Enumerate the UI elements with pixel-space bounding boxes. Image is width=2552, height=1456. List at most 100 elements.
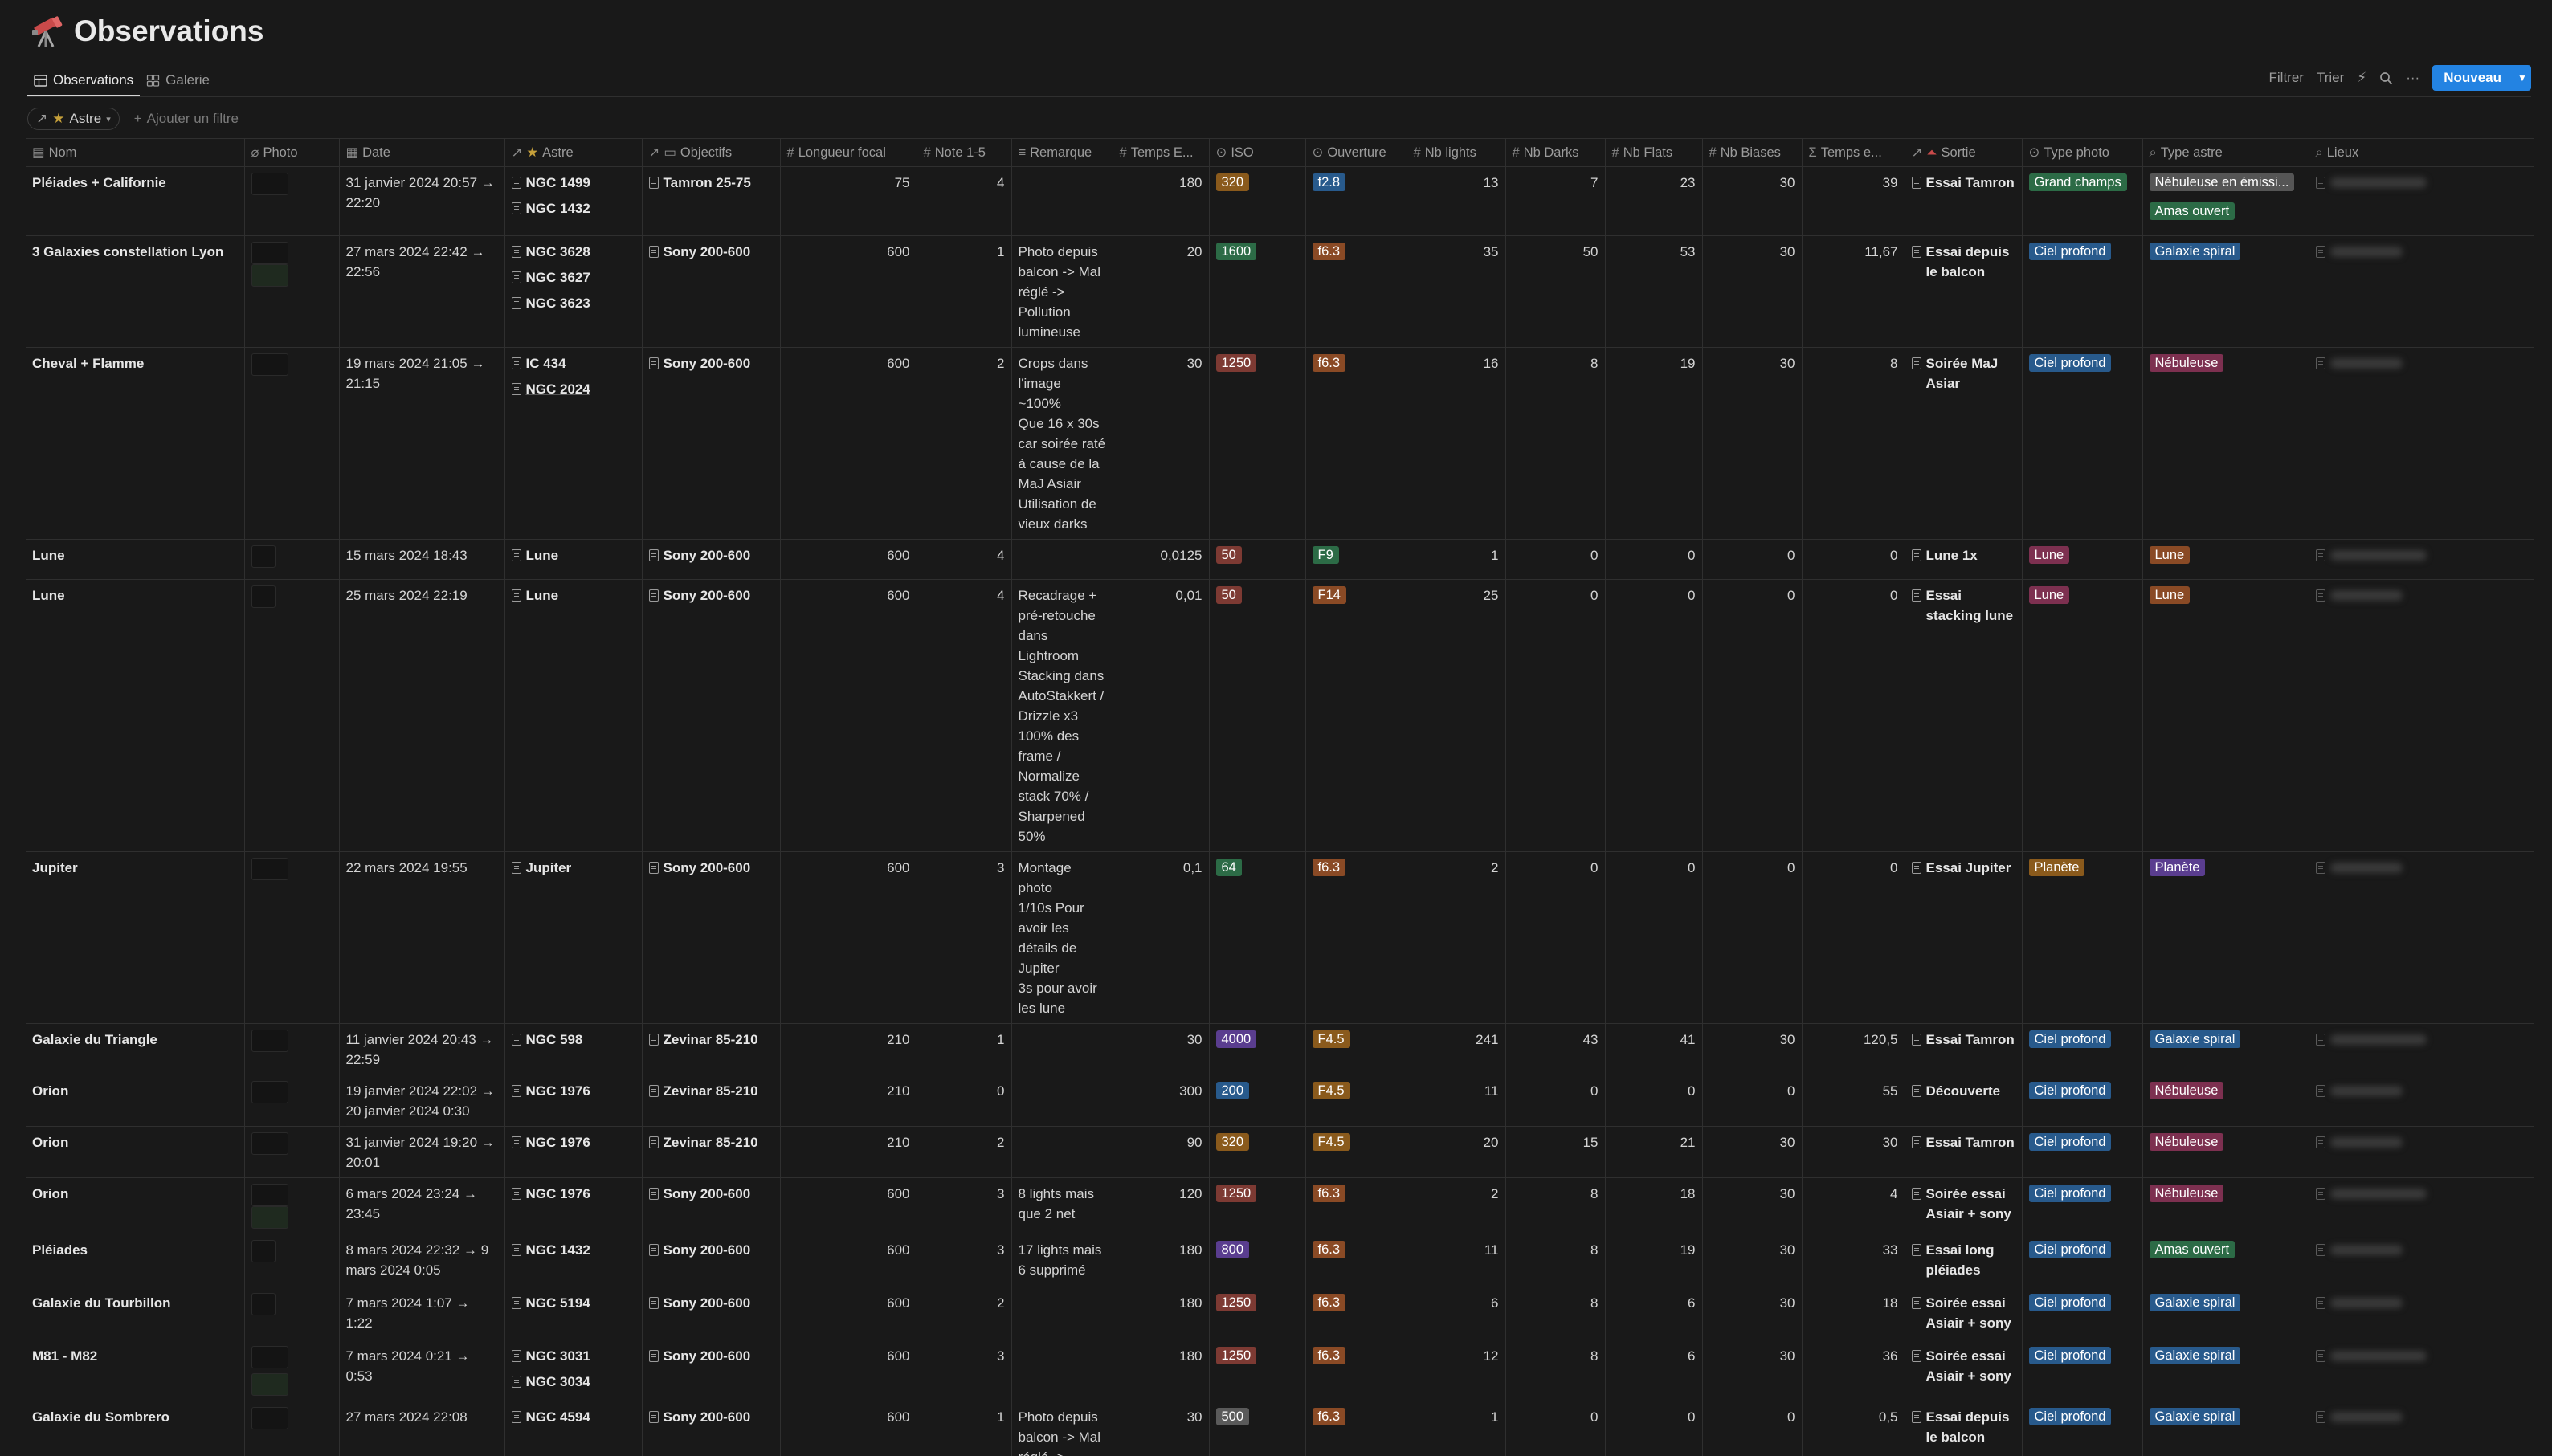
- cell-date[interactable]: 11 janvier 2024 20:43 → 22:59: [339, 1023, 505, 1075]
- cell-biases[interactable]: 30: [1702, 235, 1803, 348]
- cell-type-astre[interactable]: Amas ouvert: [2142, 1234, 2309, 1287]
- cell-iso[interactable]: 320: [1209, 166, 1306, 236]
- cell-temps-total[interactable]: 0: [1802, 579, 1905, 852]
- cell-photo[interactable]: [244, 1401, 340, 1456]
- photo-thumbnail[interactable]: [251, 1240, 276, 1262]
- cell-type-astre[interactable]: Nébuleuse en émissi... Amas ouvert: [2142, 166, 2309, 236]
- filter-chip-astre[interactable]: ↗ ★ Astre ▾: [27, 108, 120, 130]
- cell-note[interactable]: 2: [917, 1126, 1012, 1178]
- cell-sortie[interactable]: Essai stacking lune: [1905, 579, 2023, 852]
- cell-date[interactable]: 25 mars 2024 22:19: [339, 579, 505, 852]
- sortie-link[interactable]: Essai depuis le balcon: [1911, 1407, 2015, 1447]
- cell-flats[interactable]: 18: [1605, 1177, 1703, 1234]
- cell-sortie[interactable]: Essai Tamron: [1905, 1126, 2023, 1178]
- cell-lieux[interactable]: [2309, 579, 2534, 852]
- sortie-link[interactable]: Soirée essai Asiair + sony: [1911, 1293, 2015, 1333]
- cell-nom[interactable]: Jupiter: [26, 851, 245, 1024]
- cell-ouverture[interactable]: f6.3: [1305, 1177, 1407, 1234]
- cell-biases[interactable]: 30: [1702, 1177, 1803, 1234]
- photo-thumbnail[interactable]: [251, 264, 288, 287]
- cell-lieux[interactable]: [2309, 1075, 2534, 1127]
- cell-remarque[interactable]: [1011, 539, 1113, 580]
- cell-ouverture[interactable]: f6.3: [1305, 1287, 1407, 1340]
- cell-photo[interactable]: [244, 1075, 340, 1127]
- cell-astre[interactable]: IC 434 NGC 2024: [504, 347, 643, 540]
- cell-nom[interactable]: Galaxie du Tourbillon: [26, 1287, 245, 1340]
- cell-nom[interactable]: Pléiades + Californie: [26, 166, 245, 236]
- column-header[interactable]: Σ Temps e...: [1802, 138, 1905, 167]
- cell-temps-exposition[interactable]: 0,1: [1113, 851, 1210, 1024]
- sortie-link[interactable]: Soirée MaJ Asiar: [1911, 353, 2015, 394]
- column-header[interactable]: ⊙ ISO: [1209, 138, 1306, 167]
- objectif-link[interactable]: Sony 200-600: [648, 858, 774, 878]
- cell-lieux[interactable]: [2309, 1287, 2534, 1340]
- cell-ouverture[interactable]: f6.3: [1305, 1401, 1407, 1456]
- cell-type-photo[interactable]: Lune: [2022, 579, 2143, 852]
- cell-biases[interactable]: 0: [1702, 1401, 1803, 1456]
- cell-flats[interactable]: 6: [1605, 1340, 1703, 1401]
- cell-objectif[interactable]: Tamron 25-75: [642, 166, 781, 236]
- cell-lieux[interactable]: [2309, 1126, 2534, 1178]
- cell-biases[interactable]: 30: [1702, 1287, 1803, 1340]
- row-title[interactable]: Jupiter: [32, 860, 78, 875]
- objectif-link[interactable]: Tamron 25-75: [648, 173, 774, 193]
- cell-date[interactable]: 31 janvier 2024 19:20 → 20:01: [339, 1126, 505, 1178]
- cell-ouverture[interactable]: F4.5: [1305, 1023, 1407, 1075]
- cell-date[interactable]: 27 mars 2024 22:08: [339, 1401, 505, 1456]
- sortie-link[interactable]: Essai Tamron: [1911, 173, 2015, 193]
- row-title[interactable]: Galaxie du Tourbillon: [32, 1295, 171, 1311]
- cell-date[interactable]: 19 janvier 2024 22:02 → 20 janvier 2024 …: [339, 1075, 505, 1127]
- cell-lights[interactable]: 241: [1407, 1023, 1506, 1075]
- column-header[interactable]: ⌕ Type astre: [2142, 138, 2309, 167]
- cell-photo[interactable]: [244, 579, 340, 852]
- cell-date[interactable]: 8 mars 2024 22:32 → 9 mars 2024 0:05: [339, 1234, 505, 1287]
- cell-remarque[interactable]: Montage photo 1/10s Pour avoir les détai…: [1011, 851, 1113, 1024]
- cell-type-astre[interactable]: Nébuleuse: [2142, 1075, 2309, 1127]
- row-title[interactable]: M81 - M82: [32, 1348, 98, 1364]
- table-row[interactable]: 3 Galaxies constellation Lyon 27 mars 202…: [26, 235, 2534, 348]
- cell-note[interactable]: 3: [917, 1177, 1012, 1234]
- cell-darks[interactable]: 43: [1505, 1023, 1606, 1075]
- cell-ouverture[interactable]: f6.3: [1305, 1340, 1407, 1401]
- column-header[interactable]: ↗ ▭ Objectifs: [642, 138, 781, 167]
- add-filter-button[interactable]: + Ajouter un filtre: [134, 111, 239, 127]
- cell-temps-total[interactable]: 33: [1802, 1234, 1905, 1287]
- cell-biases[interactable]: 0: [1702, 1075, 1803, 1127]
- cell-date[interactable]: 31 janvier 2024 20:57 → 22:20: [339, 166, 505, 236]
- cell-note[interactable]: 4: [917, 539, 1012, 580]
- cell-lieux[interactable]: [2309, 1234, 2534, 1287]
- column-header[interactable]: ↗ ★ Astre: [504, 138, 643, 167]
- cell-type-photo[interactable]: Ciel profond: [2022, 1075, 2143, 1127]
- cell-temps-total[interactable]: 0,5: [1802, 1401, 1905, 1456]
- cell-temps-total[interactable]: 11,67: [1802, 235, 1905, 348]
- cell-objectif[interactable]: Zevinar 85-210: [642, 1126, 781, 1178]
- column-header[interactable]: # Nb lights: [1407, 138, 1506, 167]
- cell-type-astre[interactable]: Nébuleuse: [2142, 347, 2309, 540]
- table-row[interactable]: Cheval + Flamme 19 mars 2024 21:05 → 21:1…: [26, 347, 2534, 540]
- column-header[interactable]: ⊙ Type photo: [2022, 138, 2143, 167]
- table-row[interactable]: Jupiter 22 mars 2024 19:55 Jupiter Sony 200…: [26, 851, 2534, 1024]
- telescope-icon[interactable]: [29, 13, 66, 50]
- cell-biases[interactable]: 30: [1702, 347, 1803, 540]
- cell-lights[interactable]: 11: [1407, 1234, 1506, 1287]
- cell-darks[interactable]: 8: [1505, 1177, 1606, 1234]
- cell-darks[interactable]: 0: [1505, 1075, 1606, 1127]
- cell-remarque[interactable]: 8 lights mais que 2 net: [1011, 1177, 1113, 1234]
- cell-sortie[interactable]: Essai Jupiter: [1905, 851, 2023, 1024]
- cell-temps-exposition[interactable]: 30: [1113, 1023, 1210, 1075]
- cell-iso[interactable]: 50: [1209, 579, 1306, 852]
- table-row[interactable]: Galaxie du Sombrero 27 mars 2024 22:08 NGC…: [26, 1401, 2534, 1456]
- table-row[interactable]: Pléiades + Californie 31 janvier 2024 20:…: [26, 166, 2534, 236]
- table-row[interactable]: Galaxie du Tourbillon 7 mars 2024 1:07 → …: [26, 1287, 2534, 1340]
- cell-nom[interactable]: Galaxie du Triangle: [26, 1023, 245, 1075]
- column-header[interactable]: ⌕ Lieux: [2309, 138, 2534, 167]
- cell-biases[interactable]: 0: [1702, 539, 1803, 580]
- photo-thumbnail[interactable]: [251, 173, 288, 195]
- table-row[interactable]: Lune 25 mars 2024 22:19 Lune Sony 200-600 60…: [26, 579, 2534, 852]
- cell-nom[interactable]: Pléiades: [26, 1234, 245, 1287]
- cell-objectif[interactable]: Sony 200-600: [642, 1177, 781, 1234]
- row-title[interactable]: Galaxie du Sombrero: [32, 1409, 169, 1425]
- cell-iso[interactable]: 320: [1209, 1126, 1306, 1178]
- photo-thumbnail[interactable]: [251, 1206, 288, 1229]
- cell-type-astre[interactable]: Nébuleuse: [2142, 1126, 2309, 1178]
